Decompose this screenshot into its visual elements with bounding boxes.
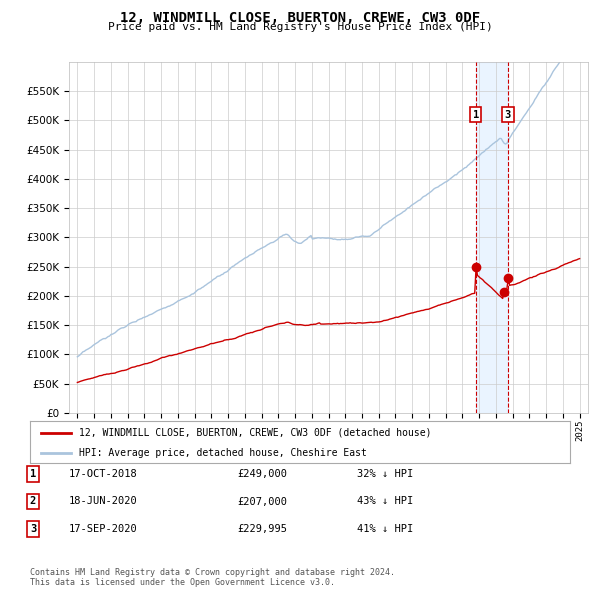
Text: 1: 1 bbox=[473, 110, 479, 120]
Text: 17-SEP-2020: 17-SEP-2020 bbox=[69, 525, 138, 534]
Text: £229,995: £229,995 bbox=[237, 525, 287, 534]
Text: 12, WINDMILL CLOSE, BUERTON, CREWE, CW3 0DF (detached house): 12, WINDMILL CLOSE, BUERTON, CREWE, CW3 … bbox=[79, 428, 431, 438]
Text: £249,000: £249,000 bbox=[237, 469, 287, 478]
Text: 3: 3 bbox=[30, 525, 36, 534]
Text: Price paid vs. HM Land Registry's House Price Index (HPI): Price paid vs. HM Land Registry's House … bbox=[107, 22, 493, 32]
Text: This data is licensed under the Open Government Licence v3.0.: This data is licensed under the Open Gov… bbox=[30, 578, 335, 587]
Text: 2: 2 bbox=[30, 497, 36, 506]
Text: 12, WINDMILL CLOSE, BUERTON, CREWE, CW3 0DF: 12, WINDMILL CLOSE, BUERTON, CREWE, CW3 … bbox=[120, 11, 480, 25]
Text: £207,000: £207,000 bbox=[237, 497, 287, 506]
Text: 43% ↓ HPI: 43% ↓ HPI bbox=[357, 497, 413, 506]
Text: HPI: Average price, detached house, Cheshire East: HPI: Average price, detached house, Ches… bbox=[79, 448, 367, 457]
Text: 17-OCT-2018: 17-OCT-2018 bbox=[69, 469, 138, 478]
Text: 32% ↓ HPI: 32% ↓ HPI bbox=[357, 469, 413, 478]
Bar bbox=[476, 62, 508, 413]
Text: 1: 1 bbox=[30, 469, 36, 478]
Text: 3: 3 bbox=[505, 110, 511, 120]
Text: Contains HM Land Registry data © Crown copyright and database right 2024.: Contains HM Land Registry data © Crown c… bbox=[30, 568, 395, 577]
Text: 41% ↓ HPI: 41% ↓ HPI bbox=[357, 525, 413, 534]
Text: 18-JUN-2020: 18-JUN-2020 bbox=[69, 497, 138, 506]
